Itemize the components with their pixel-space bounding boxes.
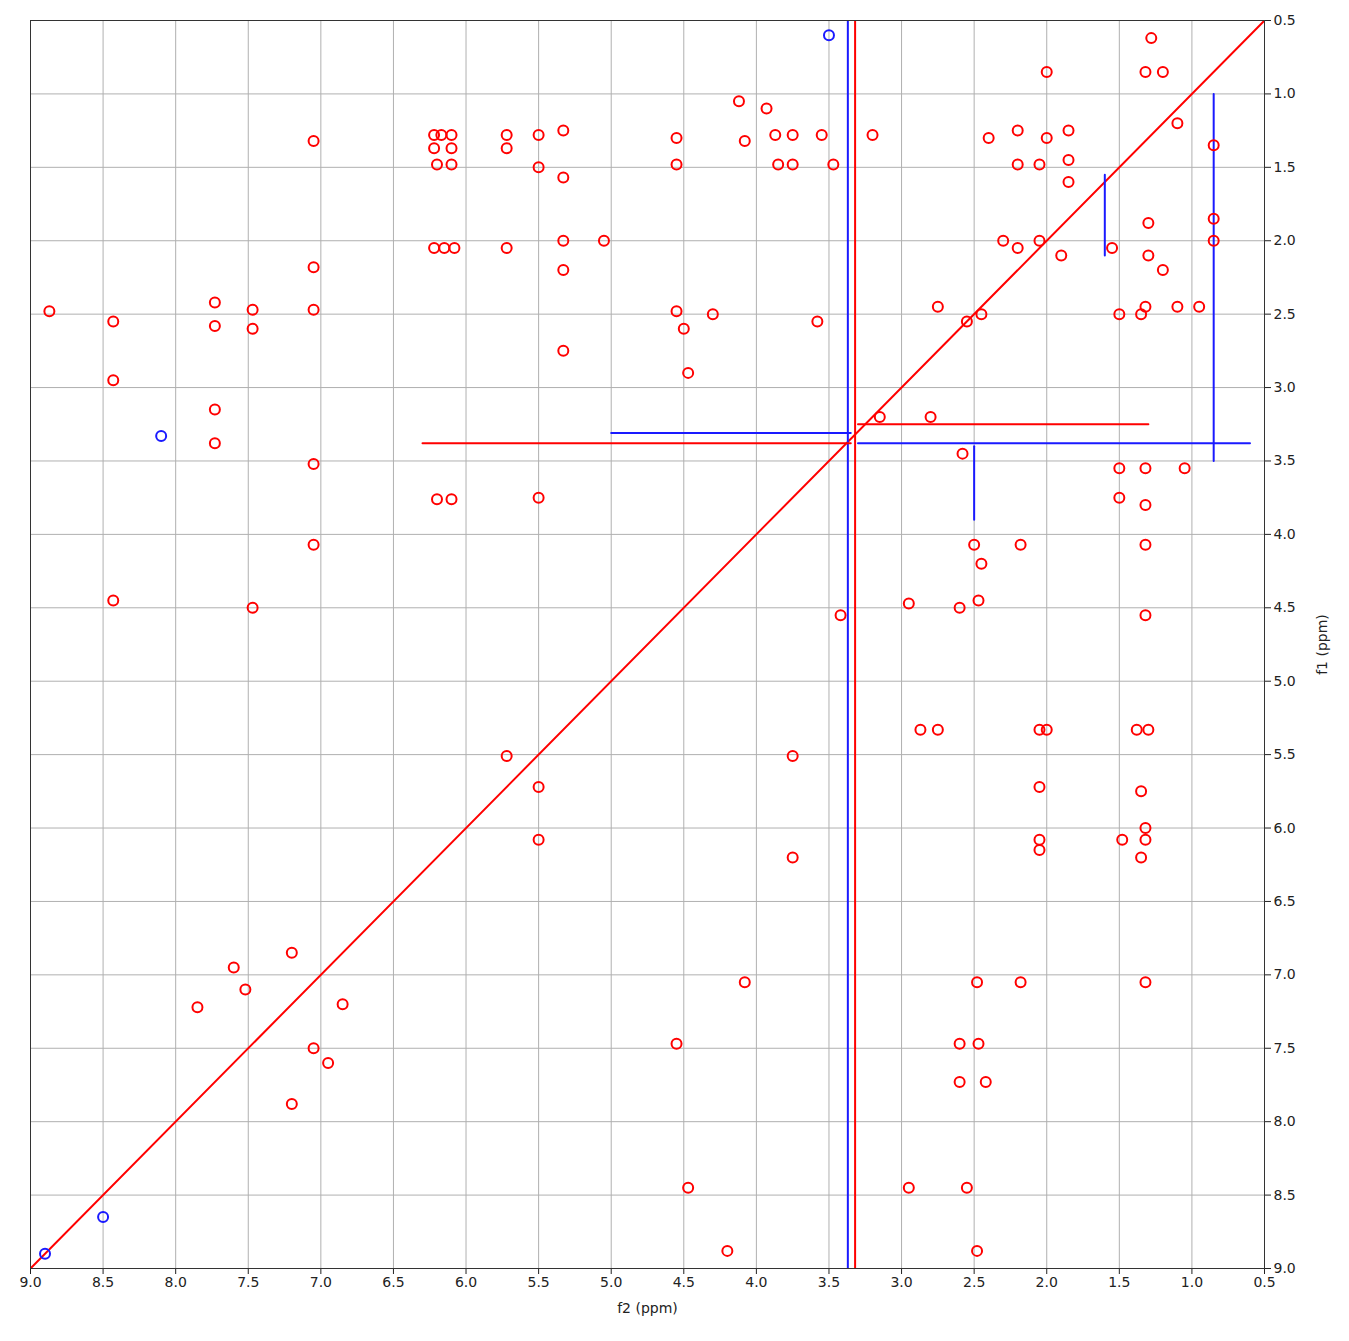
- svg-text:6.0: 6.0: [1274, 820, 1296, 836]
- svg-text:9.0: 9.0: [19, 1274, 41, 1290]
- svg-text:0.5: 0.5: [1253, 1274, 1275, 1290]
- svg-text:4.5: 4.5: [673, 1274, 695, 1290]
- svg-text:8.0: 8.0: [1274, 1113, 1296, 1129]
- svg-text:9.0: 9.0: [1274, 1260, 1296, 1276]
- svg-text:2.5: 2.5: [1274, 306, 1296, 322]
- svg-text:4.0: 4.0: [745, 1274, 767, 1290]
- svg-text:8.0: 8.0: [165, 1274, 187, 1290]
- svg-text:1.0: 1.0: [1181, 1274, 1203, 1290]
- svg-text:8.5: 8.5: [1274, 1187, 1296, 1203]
- svg-text:2.0: 2.0: [1036, 1274, 1058, 1290]
- svg-text:6.0: 6.0: [455, 1274, 477, 1290]
- svg-text:5.5: 5.5: [1274, 746, 1296, 762]
- svg-text:6.5: 6.5: [1274, 893, 1296, 909]
- svg-text:f1 (ppm): f1 (ppm): [1314, 614, 1330, 675]
- svg-text:3.0: 3.0: [1274, 379, 1296, 395]
- svg-text:2.0: 2.0: [1274, 232, 1296, 248]
- svg-text:4.5: 4.5: [1274, 599, 1296, 615]
- svg-text:5.0: 5.0: [600, 1274, 622, 1290]
- svg-text:4.0: 4.0: [1274, 526, 1296, 542]
- svg-text:5.0: 5.0: [1274, 673, 1296, 689]
- svg-text:7.5: 7.5: [237, 1274, 259, 1290]
- svg-text:7.5: 7.5: [1274, 1040, 1296, 1056]
- svg-text:1.5: 1.5: [1274, 159, 1296, 175]
- svg-text:f2 (ppm): f2 (ppm): [617, 1300, 678, 1316]
- svg-text:3.5: 3.5: [1274, 452, 1296, 468]
- svg-text:1.0: 1.0: [1274, 85, 1296, 101]
- svg-text:6.5: 6.5: [382, 1274, 404, 1290]
- svg-text:5.5: 5.5: [527, 1274, 549, 1290]
- svg-text:8.5: 8.5: [92, 1274, 114, 1290]
- svg-text:0.5: 0.5: [1274, 12, 1296, 28]
- svg-text:3.0: 3.0: [890, 1274, 912, 1290]
- svg-text:1.5: 1.5: [1108, 1274, 1130, 1290]
- svg-text:7.0: 7.0: [1274, 966, 1296, 982]
- svg-text:7.0: 7.0: [310, 1274, 332, 1290]
- svg-text:2.5: 2.5: [963, 1274, 985, 1290]
- svg-text:3.5: 3.5: [818, 1274, 840, 1290]
